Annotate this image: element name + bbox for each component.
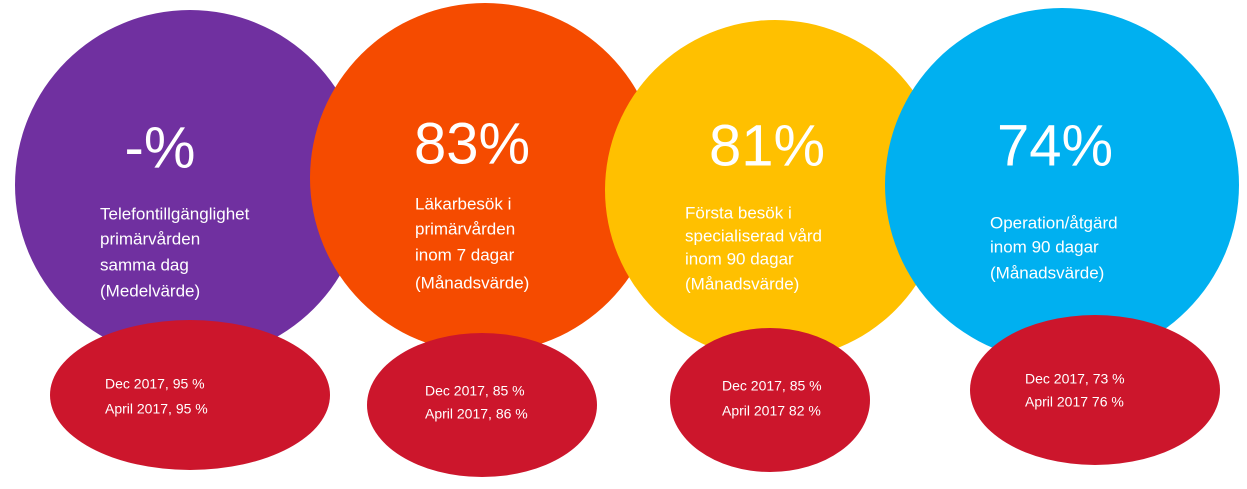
metric-circle [605,20,945,360]
comparison-ellipse [50,320,330,470]
metric-value: 74% [997,113,1113,178]
comparison-ellipse [367,333,597,477]
metric-description: (Månadsvärde) [415,273,529,292]
metric-circle [310,3,660,353]
metric-value: 81% [709,113,825,178]
metric-description: Operation/åtgärd [990,213,1118,232]
metric-description: samma dag [100,255,189,274]
metric-description: primärvården [415,219,515,238]
metric-circle [885,8,1239,362]
metric-description: inom 90 dagar [990,237,1099,256]
comparison-text: Dec 2017, 73 % [1025,371,1125,387]
comparison-text: April 2017, 95 % [105,401,208,417]
comparison-text: April 2017, 86 % [425,406,528,422]
comparison-text: Dec 2017, 95 % [105,376,205,392]
metric-value: -% [125,115,196,180]
comparison-ellipse [970,315,1220,465]
comparison-text: Dec 2017, 85 % [722,378,822,394]
comparison-text: Dec 2017, 85 % [425,383,525,399]
metric-description: inom 90 dagar [685,249,794,268]
metric-description: (Månadsvärde) [685,274,799,293]
metric-description: Telefontillgänglighet [100,204,250,223]
metric-value: 83% [414,111,530,176]
comparison-ellipse [670,328,870,472]
metric-description: primärvården [100,229,200,248]
comparison-text: April 2017 76 % [1025,394,1124,410]
metric-description: inom 7 dagar [415,245,515,264]
metric-description: specialiserad vård [685,226,822,245]
metric-description: (Månadsvärde) [990,263,1104,282]
metric-circle [15,10,365,360]
metric-description: (Medelvärde) [100,281,200,300]
metric-description: Första besök i [685,203,792,222]
metric-description: Läkarbesök i [415,194,511,213]
comparison-text: April 2017 82 % [722,403,821,419]
